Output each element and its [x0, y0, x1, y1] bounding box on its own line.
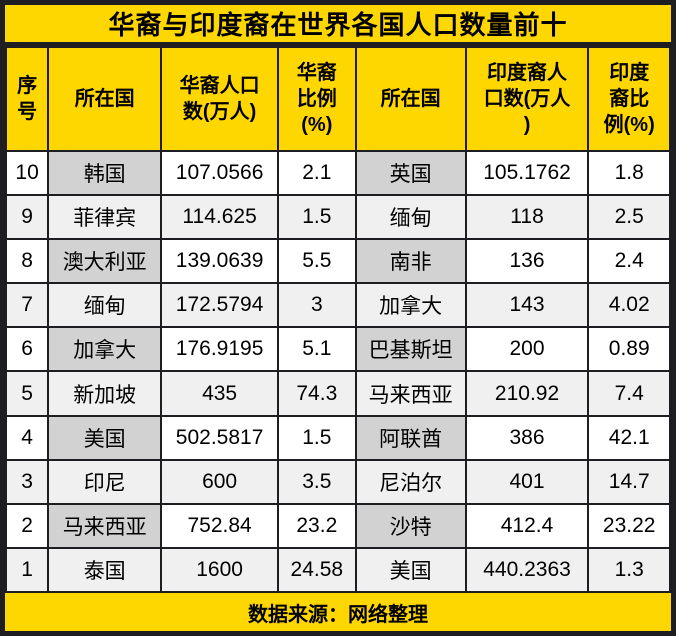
table-row: 7 缅甸 172.5794 3 加拿大 143 4.02 — [4, 282, 671, 329]
cn-country-cell: 马来西亚 — [47, 502, 163, 549]
in-ratio-cell: 14.7 — [587, 458, 671, 505]
cn-pop-cell: 139.0639 — [160, 238, 280, 285]
cn-ratio-cell: 23.2 — [277, 502, 357, 549]
cn-country-cell: 韩国 — [47, 149, 163, 197]
header-row: 序 号 所在国 华裔人口 数(万人) 华裔 比例 (%) 所在国 印度裔人 口数… — [4, 46, 671, 152]
in-country-cell: 马来西亚 — [354, 370, 467, 417]
header-in-population: 印度裔人 口数(万人 ) — [464, 46, 590, 152]
table-row: 3 印尼 600 3.5 尼泊尔 401 14.7 — [4, 458, 671, 505]
in-country-cell: 英国 — [354, 149, 467, 197]
cn-ratio-cell: 3 — [277, 282, 357, 329]
table-row: 10 韩国 107.0566 2.1 英国 105.1762 1.8 — [4, 149, 671, 197]
data-source-note: 数据来源：网络整理 — [5, 593, 671, 631]
rank-cell: 2 — [4, 502, 50, 549]
table-row: 8 澳大利亚 139.0639 5.5 南非 136 2.4 — [4, 238, 671, 285]
cn-country-cell: 泰国 — [47, 546, 163, 594]
in-pop-cell: 200 — [464, 326, 590, 373]
header-country-left: 所在国 — [47, 46, 163, 152]
cn-country-cell: 缅甸 — [47, 282, 163, 329]
cn-country-cell: 菲律宾 — [47, 194, 163, 241]
rank-cell: 8 — [4, 238, 50, 285]
cn-pop-cell: 107.0566 — [160, 149, 280, 197]
rank-cell: 10 — [4, 149, 50, 197]
rank-cell: 3 — [4, 458, 50, 505]
in-ratio-cell: 4.02 — [587, 282, 671, 329]
in-pop-cell: 440.2363 — [464, 546, 590, 594]
in-country-cell: 美国 — [354, 546, 467, 594]
cn-ratio-cell: 3.5 — [277, 458, 357, 505]
in-ratio-cell: 42.1 — [587, 414, 671, 461]
cn-pop-cell: 114.625 — [160, 194, 280, 241]
table-title: 华裔与印度裔在世界各国人口数量前十 — [5, 5, 671, 46]
in-pop-cell: 136 — [464, 238, 590, 285]
cn-country-cell: 美国 — [47, 414, 163, 461]
in-ratio-cell: 2.4 — [587, 238, 671, 285]
in-country-cell: 加拿大 — [354, 282, 467, 329]
cn-pop-cell: 172.5794 — [160, 282, 280, 329]
population-table: 序 号 所在国 华裔人口 数(万人) 华裔 比例 (%) 所在国 印度裔人 口数… — [4, 46, 671, 594]
cn-country-cell: 加拿大 — [47, 326, 163, 373]
cn-pop-cell: 176.9195 — [160, 326, 280, 373]
cn-country-cell: 印尼 — [47, 458, 163, 505]
in-pop-cell: 412.4 — [464, 502, 590, 549]
in-country-cell: 巴基斯坦 — [354, 326, 467, 373]
header-cn-population: 华裔人口 数(万人) — [160, 46, 280, 152]
header-cn-ratio: 华裔 比例 (%) — [277, 46, 357, 152]
rank-cell: 7 — [4, 282, 50, 329]
cn-pop-cell: 435 — [160, 370, 280, 417]
in-country-cell: 缅甸 — [354, 194, 467, 241]
in-ratio-cell: 23.22 — [587, 502, 671, 549]
in-country-cell: 阿联酋 — [354, 414, 467, 461]
cn-ratio-cell: 24.58 — [277, 546, 357, 594]
in-pop-cell: 118 — [464, 194, 590, 241]
header-country-right: 所在国 — [354, 46, 467, 152]
table-row: 5 新加坡 435 74.3 马来西亚 210.92 7.4 — [4, 370, 671, 417]
cn-pop-cell: 1600 — [160, 546, 280, 594]
in-country-cell: 尼泊尔 — [354, 458, 467, 505]
in-pop-cell: 143 — [464, 282, 590, 329]
header-in-ratio: 印度 裔比 例(%) — [587, 46, 671, 152]
rank-cell: 5 — [4, 370, 50, 417]
table-row: 4 美国 502.5817 1.5 阿联酋 386 42.1 — [4, 414, 671, 461]
rank-cell: 1 — [4, 546, 50, 594]
cn-ratio-cell: 5.5 — [277, 238, 357, 285]
in-country-cell: 沙特 — [354, 502, 467, 549]
in-pop-cell: 386 — [464, 414, 590, 461]
table-row: 2 马来西亚 752.84 23.2 沙特 412.4 23.22 — [4, 502, 671, 549]
in-pop-cell: 210.92 — [464, 370, 590, 417]
cn-ratio-cell: 1.5 — [277, 194, 357, 241]
in-country-cell: 南非 — [354, 238, 467, 285]
cn-ratio-cell: 1.5 — [277, 414, 357, 461]
rank-cell: 9 — [4, 194, 50, 241]
in-ratio-cell: 7.4 — [587, 370, 671, 417]
cn-country-cell: 澳大利亚 — [47, 238, 163, 285]
cn-pop-cell: 752.84 — [160, 502, 280, 549]
table-row: 6 加拿大 176.9195 5.1 巴基斯坦 200 0.89 — [4, 326, 671, 373]
in-pop-cell: 105.1762 — [464, 149, 590, 197]
table-row: 1 泰国 1600 24.58 美国 440.2363 1.3 — [4, 546, 671, 594]
cn-ratio-cell: 2.1 — [277, 149, 357, 197]
in-ratio-cell: 1.3 — [587, 546, 671, 594]
cn-country-cell: 新加坡 — [47, 370, 163, 417]
in-ratio-cell: 2.5 — [587, 194, 671, 241]
rank-cell: 4 — [4, 414, 50, 461]
cn-pop-cell: 600 — [160, 458, 280, 505]
cn-ratio-cell: 5.1 — [277, 326, 357, 373]
cn-pop-cell: 502.5817 — [160, 414, 280, 461]
cn-ratio-cell: 74.3 — [277, 370, 357, 417]
in-ratio-cell: 1.8 — [587, 149, 671, 197]
in-pop-cell: 401 — [464, 458, 590, 505]
table-row: 9 菲律宾 114.625 1.5 缅甸 118 2.5 — [4, 194, 671, 241]
in-ratio-cell: 0.89 — [587, 326, 671, 373]
rank-cell: 6 — [4, 326, 50, 373]
header-rank: 序 号 — [4, 46, 50, 152]
